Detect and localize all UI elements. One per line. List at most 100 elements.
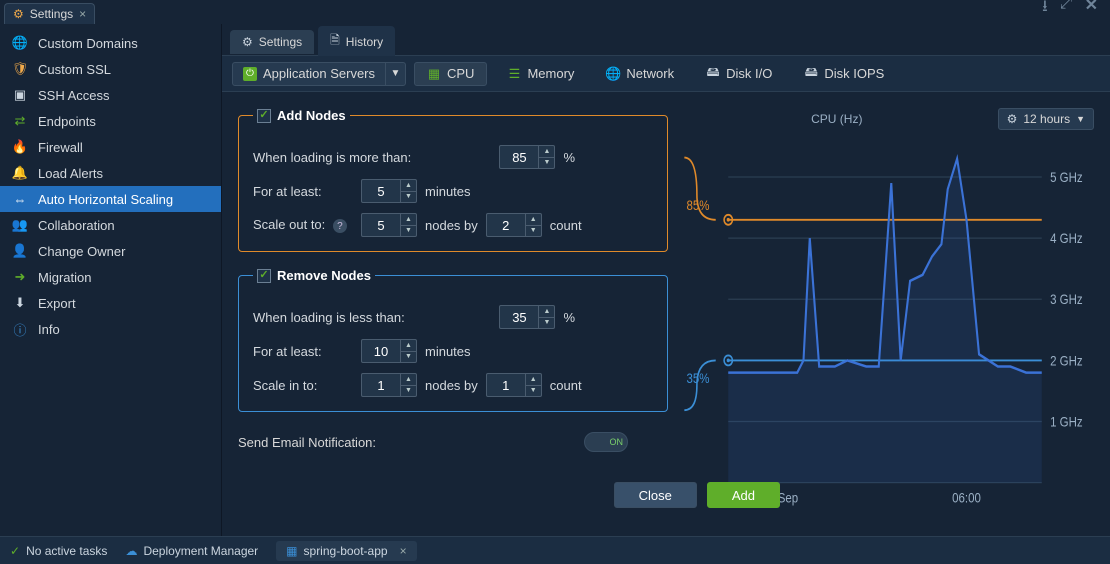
spinner-down-icon[interactable]: ▼ <box>526 226 541 237</box>
expand-icon[interactable]: ⤢ <box>1060 0 1073 22</box>
add-by-spinner[interactable]: ▲▼ <box>486 213 542 237</box>
metric-diskio[interactable]: 🖴 Disk I/O <box>694 62 784 86</box>
add-load-label: When loading is more than: <box>253 150 413 165</box>
sidebar-item-migration[interactable]: ➜ Migration <box>0 264 221 290</box>
document-icon: 🗎 <box>330 31 340 52</box>
spinner-up-icon[interactable]: ▲ <box>401 180 416 192</box>
spinner-up-icon[interactable]: ▲ <box>401 340 416 352</box>
gear-icon: ⚙ <box>13 7 24 21</box>
sidebar-item-change-owner[interactable]: 👤 Change Owner <box>0 238 221 264</box>
chevron-down-icon: ▼ <box>1076 114 1085 124</box>
add-scale-spinner[interactable]: ▲▼ <box>361 213 417 237</box>
spinner-up-icon[interactable]: ▲ <box>401 214 416 226</box>
metric-network[interactable]: 🌐 Network <box>594 62 686 86</box>
svg-text:5 GHz: 5 GHz <box>1050 170 1083 185</box>
spinner-up-icon[interactable]: ▲ <box>539 306 554 318</box>
add-nodes-checkbox[interactable] <box>257 109 271 123</box>
sidebar-icon: ➜ <box>12 269 28 285</box>
gear-icon: ⚙ <box>242 35 253 49</box>
window-tab-settings[interactable]: ⚙ Settings × <box>4 3 95 24</box>
remove-load-spinner[interactable]: ▲▼ <box>499 305 555 329</box>
metric-cpu[interactable]: ▦ CPU <box>414 62 487 86</box>
svg-text:3 GHz: 3 GHz <box>1050 292 1083 307</box>
close-button[interactable]: Close <box>614 482 697 508</box>
notification-label: Send Email Notification: <box>238 435 376 450</box>
memory-icon: ☰ <box>507 67 521 81</box>
sidebar-item-auto-horizontal-scaling[interactable]: ⇔ Auto Horizontal Scaling <box>0 186 221 212</box>
close-icon[interactable]: ✕ <box>1085 0 1098 22</box>
spinner-down-icon[interactable]: ▼ <box>539 318 554 329</box>
add-load-input[interactable] <box>500 146 538 168</box>
app-icon: ▦ <box>286 544 297 558</box>
sidebar-item-label: Migration <box>38 270 91 285</box>
app-tab-springboot[interactable]: ▦ spring-boot-app × <box>276 541 416 561</box>
sidebar-item-firewall[interactable]: 🔥Firewall <box>0 134 221 160</box>
sidebar-item-label: Change Owner <box>38 244 125 259</box>
remove-by-spinner[interactable]: ▲▼ <box>486 373 542 397</box>
sidebar-icon: 👤 <box>12 243 28 259</box>
sidebar-icon: 🔥 <box>12 139 28 155</box>
server-type-dropdown[interactable]: ⏻ Application Servers ▼ <box>232 62 406 86</box>
remove-scale-input[interactable] <box>362 374 400 396</box>
sidebar-icon: ⇔ <box>12 191 28 207</box>
spinner-up-icon[interactable]: ▲ <box>526 214 541 226</box>
spinner-down-icon[interactable]: ▼ <box>401 352 416 363</box>
help-icon[interactable]: ? <box>333 219 347 233</box>
download-icon[interactable]: ⭳ <box>1042 0 1048 22</box>
check-icon: ✓ <box>10 544 20 558</box>
close-app-tab-icon[interactable]: × <box>400 544 407 558</box>
add-scale-input[interactable] <box>362 214 400 236</box>
spinner-down-icon[interactable]: ▼ <box>526 386 541 397</box>
deployment-manager-link[interactable]: ☁ Deployment Manager <box>125 544 258 558</box>
sidebar-item-load-alerts[interactable]: 🔔Load Alerts <box>0 160 221 186</box>
remove-for-input[interactable] <box>362 340 400 362</box>
sidebar-icon: 👥 <box>12 217 28 233</box>
sidebar-icon: 🌐 <box>12 35 28 51</box>
metric-memory[interactable]: ☰ Memory <box>495 62 586 86</box>
sidebar-item-custom-ssl[interactable]: 🛡Custom SSL <box>0 56 221 82</box>
sidebar-item-collaboration[interactable]: 👥Collaboration <box>0 212 221 238</box>
spinner-down-icon[interactable]: ▼ <box>401 192 416 203</box>
remove-by-input[interactable] <box>487 374 525 396</box>
tab-history[interactable]: 🗎 History <box>318 26 395 57</box>
spinner-up-icon[interactable]: ▲ <box>401 374 416 386</box>
notification-toggle[interactable]: ON <box>584 432 628 452</box>
add-for-input[interactable] <box>362 180 400 202</box>
add-load-spinner[interactable]: ▲▼ <box>499 145 555 169</box>
sidebar-item-endpoints[interactable]: ⇄Endpoints <box>0 108 221 134</box>
sidebar-item-label: Info <box>38 322 60 337</box>
spinner-down-icon[interactable]: ▼ <box>401 226 416 237</box>
add-nodes-title: Add Nodes <box>277 108 346 123</box>
remove-scale-spinner[interactable]: ▲▼ <box>361 373 417 397</box>
sidebar-item-ssh-access[interactable]: ▣SSH Access <box>0 82 221 108</box>
cpu-chart: 1 GHz2 GHz3 GHz4 GHz5 GHz29Sep06:0085%35… <box>676 134 1094 520</box>
svg-text:4 GHz: 4 GHz <box>1050 231 1083 246</box>
svg-text:1 GHz: 1 GHz <box>1050 415 1083 430</box>
sidebar-item-label: Auto Horizontal Scaling <box>38 192 173 207</box>
svg-text:06:00: 06:00 <box>952 491 981 506</box>
sidebar-item-custom-domains[interactable]: 🌐Custom Domains <box>0 30 221 56</box>
chevron-down-icon: ▼ <box>385 63 405 85</box>
add-for-spinner[interactable]: ▲▼ <box>361 179 417 203</box>
disk-icon: 🖴 <box>804 67 818 81</box>
window-tab-label: Settings <box>30 7 73 21</box>
power-icon: ⏻ <box>243 67 257 81</box>
spinner-up-icon[interactable]: ▲ <box>526 374 541 386</box>
add-button[interactable]: Add <box>707 482 780 508</box>
sidebar-item-label: Endpoints <box>38 114 96 129</box>
tasks-status: ✓ No active tasks <box>10 544 107 558</box>
sidebar-item-export[interactable]: ⬇Export <box>0 290 221 316</box>
remove-for-spinner[interactable]: ▲▼ <box>361 339 417 363</box>
spinner-up-icon[interactable]: ▲ <box>539 146 554 158</box>
spinner-down-icon[interactable]: ▼ <box>539 158 554 169</box>
remove-load-input[interactable] <box>500 306 538 328</box>
spinner-down-icon[interactable]: ▼ <box>401 386 416 397</box>
svg-text:2 GHz: 2 GHz <box>1050 353 1083 368</box>
time-range-dropdown[interactable]: ⚙ 12 hours ▼ <box>998 108 1094 130</box>
sidebar-item-info[interactable]: ⓘInfo <box>0 316 221 342</box>
remove-nodes-checkbox[interactable] <box>257 269 271 283</box>
close-tab-icon[interactable]: × <box>79 7 86 21</box>
metric-diskiops[interactable]: 🖴 Disk IOPS <box>792 62 896 86</box>
add-by-input[interactable] <box>487 214 525 236</box>
tab-settings[interactable]: ⚙ Settings <box>230 30 314 54</box>
